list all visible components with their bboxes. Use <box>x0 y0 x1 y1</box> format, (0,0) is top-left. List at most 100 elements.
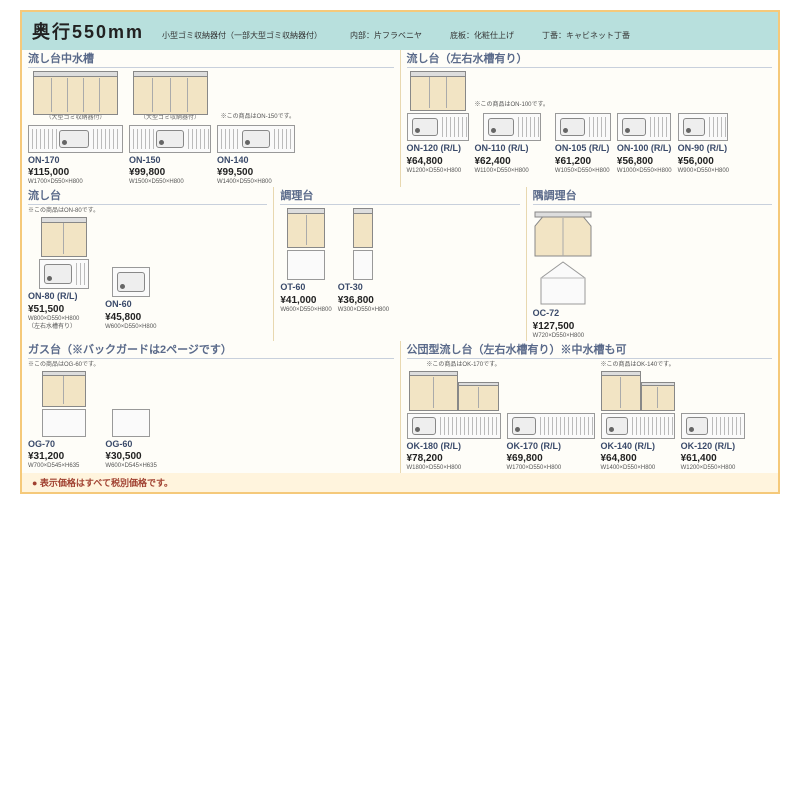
diagram <box>678 113 728 141</box>
sections-container: 流し台中水槽（大型ゴミ収納器付）ON-170¥115,000W1700×D550… <box>22 50 778 473</box>
model-code: OG-70 <box>28 439 55 451</box>
diagram <box>555 113 611 141</box>
model-code: ON-110 (R/L) <box>475 143 529 155</box>
section-column: 調理台 OT-60¥41,000W600×D550×H800OT-30¥36,80… <box>274 187 526 340</box>
cabinet-caption: （大型ゴミ収納器付） <box>45 115 105 123</box>
product-note: ※この商品はOK-170です。 <box>426 362 500 370</box>
product-item: OC-72¥127,500W720×D550×H800 <box>533 208 593 340</box>
price: ¥69,800 <box>507 452 543 465</box>
cabinet-illustration <box>33 71 118 115</box>
cabinet-illustration <box>409 371 499 411</box>
model-code: ON-120 (R/L) <box>407 143 462 155</box>
dimensions: W600×D545×H635 <box>105 463 156 471</box>
product-item: OK-170 (R/L)¥69,800W1700×D550×H800 <box>507 411 595 473</box>
product-list: ON-120 (R/L)¥64,800W1200×D550×H800 ※この商品は… <box>407 71 773 175</box>
price: ¥127,500 <box>533 320 575 333</box>
model-code: ON-140 <box>217 155 249 167</box>
product-item: ※この商品はOK-140です。 OK-140 (R/L)¥64,800W1400×… <box>601 362 675 473</box>
dimensions: W1700×D550×H800 <box>507 465 562 473</box>
price: ¥30,500 <box>105 450 141 463</box>
dimensions: W1400×D550×H800 <box>601 465 656 473</box>
model-code: OC-72 <box>533 308 560 320</box>
section-title: ガス台（※バックガードは2ページです） <box>28 341 394 359</box>
diagram <box>112 267 150 297</box>
section-title: 公団型流し台（左右水槽有り）※中水槽も可 <box>407 341 773 359</box>
dimensions: W1100×D550×H800 <box>475 168 529 176</box>
price: ¥36,800 <box>338 294 374 307</box>
section-title: 流し台 <box>28 187 267 205</box>
section-row: ガス台（※バックガードは2ページです） ※この商品はOG-60です。OG-70¥3… <box>22 341 778 473</box>
product-note: ※この商品はON-100です。 <box>475 102 549 110</box>
product-item: ※この商品はOG-60です。OG-70¥31,200W700×D545×H635 <box>28 362 99 471</box>
header-subs: 小型ゴミ収納器付（一部大型ゴミ収納器付）内部：片フラベニヤ底板：化粧仕上げ丁番：… <box>162 30 644 41</box>
cabinet-illustration <box>287 208 325 248</box>
header-sub: 小型ゴミ収納器付（一部大型ゴミ収納器付） <box>162 30 322 41</box>
product-list: ※この商品はOK-170です。OK-180 (R/L)¥78,200W1800×… <box>407 362 773 473</box>
price: ¥64,800 <box>601 452 637 465</box>
footer-note: ● 表示価格はすべて税別価格です。 <box>22 473 778 492</box>
cabinet-illustration <box>133 71 208 115</box>
product-item: （大型ゴミ収納器付）ON-150¥99,800W1500×D550×H800 <box>129 71 211 187</box>
header-sub: 底板：化粧仕上げ <box>450 30 514 41</box>
model-code: OG-60 <box>105 439 132 451</box>
dimensions: W1400×D550×H800 <box>217 179 272 187</box>
product-item: ※この商品はOK-170です。OK-180 (R/L)¥78,200W1800×… <box>407 362 501 473</box>
diagram <box>407 113 469 141</box>
model-code: OT-60 <box>280 282 305 294</box>
section-column: 流し台※この商品はON-80です。ON-80 (R/L)¥51,500W800×… <box>22 187 274 340</box>
product-note: ※この商品はOK-140です。 <box>601 362 675 370</box>
price: ¥56,800 <box>617 155 653 168</box>
section-row: 流し台中水槽 （大型ゴミ収納器付） ON-170¥115,000W1700×D550… <box>22 50 778 187</box>
diagram <box>681 413 745 439</box>
catalog-page: 奥行550mm 小型ゴミ収納器付（一部大型ゴミ収納器付）内部：片フラベニヤ底板：… <box>20 10 780 494</box>
section-title: 流し台中水槽 <box>28 50 394 68</box>
section-title: 隅調理台 <box>533 187 772 205</box>
model-code: ON-90 (R/L) <box>678 143 728 155</box>
product-item: OK-120 (R/L)¥61,400W1200×D550×H800 <box>681 411 745 473</box>
product-item: ※この商品はON-100です。ON-110 (R/L)¥62,400W1100×… <box>475 102 549 175</box>
product-list: OT-60¥41,000W600×D550×H800OT-30¥36,800W3… <box>280 208 519 314</box>
price: ¥99,800 <box>129 166 165 179</box>
section-title: 調理台 <box>280 187 519 205</box>
diagram <box>112 409 150 437</box>
diagram <box>39 259 89 289</box>
product-item: ON-120 (R/L)¥64,800W1200×D550×H800 <box>407 71 469 175</box>
product-note: ※この商品はON-80です。 <box>28 208 99 216</box>
product-item: ON-100 (R/L)¥56,800W1000×D550×H800 <box>617 111 672 175</box>
header-sub: 丁番：キャビネット丁番 <box>542 30 630 41</box>
section-title: 流し台（左右水槽有り） <box>407 50 773 68</box>
model-code: ON-170 <box>28 155 60 167</box>
price: ¥51,500 <box>28 303 64 316</box>
model-code: OK-120 (R/L) <box>681 441 736 453</box>
dimensions: W300×D550×H800 <box>338 307 389 315</box>
diagram <box>533 260 593 306</box>
price: ¥31,200 <box>28 450 64 463</box>
product-list: （大型ゴミ収納器付） ON-170¥115,000W1700×D550×H800 （… <box>28 71 394 187</box>
corner-cabinet-illustration <box>533 208 593 258</box>
dimensions: W700×D545×H635 <box>28 463 79 471</box>
model-code: ON-150 <box>129 155 161 167</box>
section-column: 隅調理台 OC-72¥127,500W720×D550×H800 <box>527 187 778 340</box>
product-item: OT-30¥36,800W300×D550×H800 <box>338 208 389 314</box>
price: ¥61,400 <box>681 452 717 465</box>
product-list: OC-72¥127,500W720×D550×H800 <box>533 208 772 340</box>
model-code: OK-180 (R/L) <box>407 441 462 453</box>
model-code: OK-140 (R/L) <box>601 441 656 453</box>
price: ¥115,000 <box>28 166 69 179</box>
dimensions: W1200×D550×H800 <box>407 168 462 176</box>
price: ¥56,000 <box>678 155 714 168</box>
dimensions: W800×D550×H800 <box>28 316 79 324</box>
product-item: ON-60¥45,800W600×D550×H800 <box>105 265 156 331</box>
dimensions: W1700×D550×H800 <box>28 179 83 187</box>
cabinet-illustration <box>353 208 373 248</box>
price: ¥64,800 <box>407 155 443 168</box>
diagram <box>287 250 325 280</box>
dimensions: W600×D550×H800 <box>105 324 156 332</box>
cabinet-illustration <box>42 371 86 407</box>
section-row: 流し台※この商品はON-80です。ON-80 (R/L)¥51,500W800×… <box>22 187 778 340</box>
dimensions: W600×D550×H800 <box>280 307 331 315</box>
model-code: ON-100 (R/L) <box>617 143 672 155</box>
cabinet-illustration <box>41 217 87 257</box>
dimensions: W1000×D550×H800 <box>617 168 672 176</box>
diagram <box>353 250 373 280</box>
